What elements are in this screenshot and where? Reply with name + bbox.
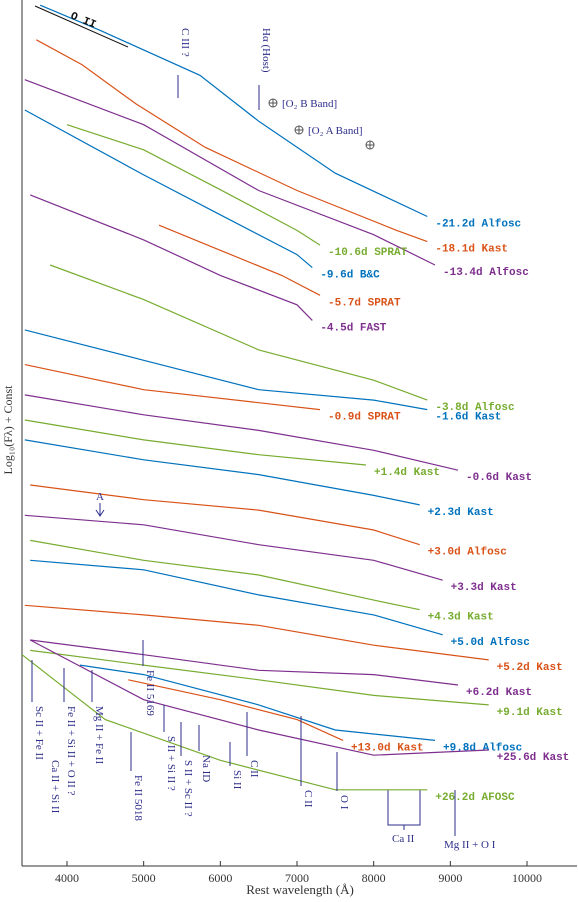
spectrum-line — [24, 439, 420, 506]
series-label: -1.6d Kast — [435, 412, 501, 424]
spectrum-line — [29, 639, 489, 756]
annotation: Mg II + O I — [444, 839, 496, 851]
spectrum-line — [30, 484, 420, 546]
annotation: O I — [338, 795, 350, 810]
spectrum-line — [24, 419, 367, 466]
series-label: +3.3d Kast — [451, 582, 517, 594]
annotation: [O₂ A Band] — [308, 125, 363, 137]
x-tick-label: 5000 — [132, 871, 156, 885]
annotation: [O₂ B Band] — [282, 98, 337, 110]
arrow — [95, 503, 105, 517]
series-label: +1.4d Kast — [374, 467, 440, 479]
series-label: -9.6d B&C — [320, 270, 380, 282]
spectrum-line — [36, 39, 428, 243]
annotation: Na ID — [200, 755, 212, 782]
annotation: C II — [248, 760, 260, 778]
spectrum-line — [24, 364, 321, 411]
spectrum-line — [66, 124, 321, 246]
spectrum-line — [24, 514, 443, 581]
earth-symbol — [269, 99, 277, 107]
series-label: +4.3d Kast — [428, 612, 494, 624]
annotation: S II + Si II ? — [165, 736, 177, 791]
annotation: C III ? — [179, 28, 191, 57]
series-label: +5.2d Kast — [497, 662, 563, 674]
annotation: S II + Sc II ? — [182, 760, 194, 817]
x-tick-label: 7000 — [285, 871, 309, 885]
spectrum-line — [24, 394, 459, 471]
x-tick-label: 4000 — [55, 871, 79, 885]
x-tick-label: 9000 — [438, 871, 462, 885]
x-tick-label: 6000 — [208, 871, 232, 885]
spectrum-line — [30, 639, 459, 686]
spectrum-line — [158, 224, 321, 296]
series-label: +5.0d Alfosc — [451, 637, 530, 649]
annotation: Fe II + Si II + O II ? — [65, 706, 77, 796]
series-label: -10.6d SPRAT — [328, 247, 408, 259]
annotation: Fe II 5169 — [144, 670, 156, 716]
earth-symbol — [366, 141, 374, 149]
annotation: C II — [302, 790, 314, 808]
series-label: +9.1d Kast — [497, 707, 563, 719]
series-label: +6.2d Kast — [466, 687, 532, 699]
spectrum-line — [39, 4, 428, 218]
oii-line — [34, 5, 129, 48]
earth-symbols — [268, 98, 375, 150]
x-tick-label: 8000 — [362, 871, 386, 885]
spectrum-line — [24, 329, 428, 411]
spectrum-line — [21, 654, 428, 791]
annotation: Mg II + Fe II — [93, 706, 105, 764]
series-label: +2.3d Kast — [428, 507, 494, 519]
annotation: Ca II + Si II — [49, 760, 61, 814]
series-label: -18.1d Kast — [435, 244, 508, 256]
series-label: -0.6d Kast — [466, 472, 532, 484]
bracket — [387, 790, 421, 830]
spectrum-line — [24, 604, 489, 661]
spectrum-line — [24, 79, 436, 266]
spectrum-line — [30, 649, 489, 706]
spectrum-line — [30, 539, 420, 611]
series-label: +26.2d AFOSC — [435, 792, 515, 804]
annotation: Ca II — [392, 833, 415, 845]
spectrum-line — [24, 109, 313, 269]
spectrum-line — [30, 559, 443, 636]
annotation: Sc II + Fe II — [33, 706, 45, 760]
spectrum-line — [49, 264, 428, 401]
series-label: -0.9d SPRAT — [328, 412, 401, 424]
x-axis-label: Rest wavelength (Å) — [246, 882, 354, 897]
annotation: Hα (Host) — [260, 28, 272, 73]
annotation: Fe II 5018 — [132, 775, 144, 821]
series-label: +3.0d Alfosc — [428, 547, 507, 559]
y-axis-label: Log₁₀(Fλ) + Const — [1, 385, 15, 475]
series-label: -3.8d Alfosc — [435, 402, 514, 414]
spectrum-line — [128, 679, 344, 741]
spectrum-line — [79, 664, 436, 741]
spectrum-line — [29, 194, 313, 321]
annotation: A — [96, 491, 104, 503]
x-tick-label: 10000 — [512, 871, 542, 885]
series-label: -4.5d FAST — [320, 322, 386, 334]
series-label: -5.7d SPRAT — [328, 297, 401, 309]
series-label: +25.6d Kast — [497, 752, 570, 764]
series-label: -13.4d Alfosc — [443, 267, 529, 279]
series-label: +13.0d Kast — [351, 742, 424, 754]
earth-symbol — [295, 126, 303, 134]
series-label: -21.2d Alfosc — [435, 219, 521, 231]
annotation: Si II — [231, 770, 243, 790]
